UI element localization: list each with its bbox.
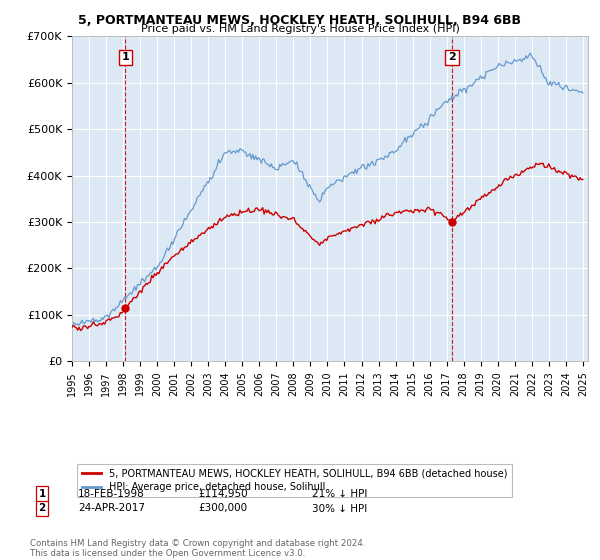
Text: £114,950: £114,950 — [198, 489, 248, 499]
Text: 2: 2 — [38, 503, 46, 514]
Text: Price paid vs. HM Land Registry's House Price Index (HPI): Price paid vs. HM Land Registry's House … — [140, 24, 460, 34]
Text: 30% ↓ HPI: 30% ↓ HPI — [312, 503, 367, 514]
Legend: 5, PORTMANTEAU MEWS, HOCKLEY HEATH, SOLIHULL, B94 6BB (detached house), HPI: Ave: 5, PORTMANTEAU MEWS, HOCKLEY HEATH, SOLI… — [77, 464, 512, 497]
Text: 24-APR-2017: 24-APR-2017 — [78, 503, 145, 514]
Text: £300,000: £300,000 — [198, 503, 247, 514]
Text: 5, PORTMANTEAU MEWS, HOCKLEY HEATH, SOLIHULL, B94 6BB: 5, PORTMANTEAU MEWS, HOCKLEY HEATH, SOLI… — [79, 14, 521, 27]
Text: 1: 1 — [38, 489, 46, 499]
Text: Contains HM Land Registry data © Crown copyright and database right 2024.
This d: Contains HM Land Registry data © Crown c… — [30, 539, 365, 558]
Text: 21% ↓ HPI: 21% ↓ HPI — [312, 489, 367, 499]
Text: 18-FEB-1998: 18-FEB-1998 — [78, 489, 145, 499]
Text: 1: 1 — [121, 52, 129, 62]
Text: 2: 2 — [448, 52, 456, 62]
